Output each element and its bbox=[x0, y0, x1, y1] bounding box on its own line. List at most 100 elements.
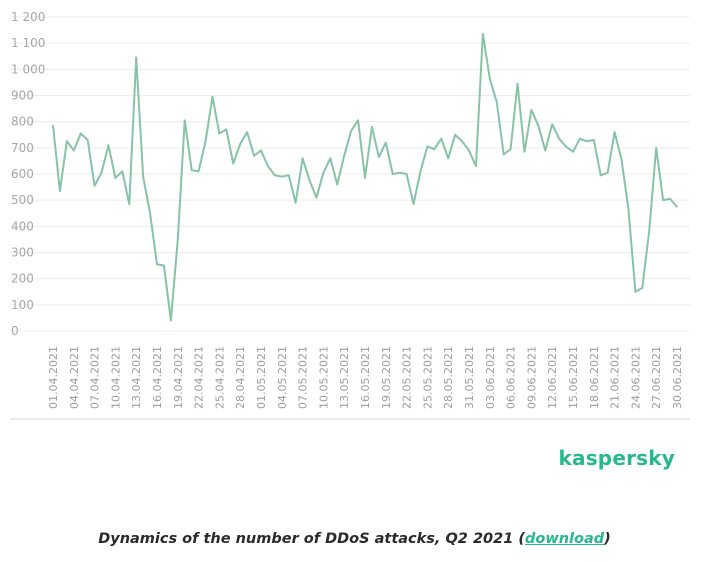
x-tick-label: 04.04.2021 bbox=[68, 346, 81, 409]
data-point bbox=[523, 150, 526, 153]
data-point bbox=[433, 148, 436, 151]
x-tick-label: 28.05.2021 bbox=[442, 346, 455, 409]
data-point bbox=[468, 149, 470, 152]
data-point bbox=[315, 196, 318, 199]
data-point bbox=[599, 174, 602, 177]
data-point bbox=[613, 131, 616, 134]
data-point bbox=[558, 137, 561, 140]
x-tick-label: 25.05.2021 bbox=[421, 346, 434, 409]
x-axis-ticks: 01.04.2021 04.04.2021 07.04.2021 10.04.2021… bbox=[47, 346, 684, 409]
x-tick-label: 01.05.2021 bbox=[255, 346, 268, 409]
data-point bbox=[135, 56, 138, 59]
data-point bbox=[72, 149, 75, 152]
x-tick-label: 07.05.2021 bbox=[297, 346, 310, 409]
x-tick-label: 04.05.2021 bbox=[276, 346, 289, 409]
x-tick-label: 30.06.2021 bbox=[671, 346, 684, 409]
data-point bbox=[176, 238, 179, 241]
data-point bbox=[384, 141, 387, 144]
data-point bbox=[419, 170, 422, 173]
data-point bbox=[169, 319, 172, 322]
data-point bbox=[163, 264, 165, 267]
data-point bbox=[100, 171, 103, 174]
data-point bbox=[280, 175, 283, 178]
data-point bbox=[585, 140, 588, 143]
data-point bbox=[86, 139, 89, 141]
data-point bbox=[93, 184, 96, 187]
x-tick-label: 12.06.2021 bbox=[546, 346, 559, 409]
data-point bbox=[662, 199, 665, 202]
x-tick-label: 13.05.2021 bbox=[338, 346, 351, 409]
data-point bbox=[273, 174, 276, 177]
data-point bbox=[322, 171, 325, 174]
x-tick-label: 25.04.2021 bbox=[213, 346, 226, 409]
y-tick-label: 1 000 bbox=[11, 62, 45, 76]
x-tick-label: 07.04.2021 bbox=[89, 346, 102, 409]
x-tick-label: 28.04.2021 bbox=[234, 346, 247, 409]
y-tick-label: 0 bbox=[11, 324, 19, 338]
data-point bbox=[204, 140, 207, 143]
data-point bbox=[426, 145, 429, 148]
data-point bbox=[246, 131, 249, 134]
data-point bbox=[294, 201, 297, 204]
y-tick-label: 900 bbox=[11, 89, 34, 103]
chart-caption: Dynamics of the number of DDoS attacks, … bbox=[0, 531, 709, 547]
y-tick-label: 600 bbox=[11, 167, 34, 181]
data-point bbox=[544, 149, 547, 152]
data-point bbox=[79, 132, 82, 135]
data-point bbox=[592, 139, 595, 141]
data-point bbox=[579, 137, 581, 140]
data-point bbox=[197, 170, 200, 173]
data-point bbox=[475, 165, 477, 168]
download-link[interactable]: download bbox=[524, 531, 605, 547]
x-tick-label: 19.04.2021 bbox=[172, 346, 185, 409]
data-point bbox=[211, 95, 214, 98]
x-tick-label: 09.06.2021 bbox=[525, 346, 538, 409]
gridlines bbox=[10, 16, 690, 332]
x-tick-label: 13.04.2021 bbox=[130, 346, 143, 409]
x-tick-label: 22.05.2021 bbox=[401, 346, 414, 409]
y-tick-label: 100 bbox=[11, 298, 34, 312]
data-point bbox=[648, 229, 651, 232]
caption-close: ) bbox=[604, 531, 611, 547]
data-point bbox=[52, 124, 54, 127]
data-point bbox=[329, 157, 332, 160]
data-point bbox=[260, 149, 262, 152]
data-point bbox=[183, 119, 186, 122]
data-point bbox=[454, 133, 457, 136]
y-tick-label: 500 bbox=[11, 193, 34, 207]
y-tick-label: 400 bbox=[11, 219, 34, 233]
x-tick-label: 18.06.2021 bbox=[588, 346, 601, 409]
x-tick-label: 01.04.2021 bbox=[47, 346, 60, 409]
data-point bbox=[572, 150, 574, 153]
data-points bbox=[52, 33, 678, 322]
data-point bbox=[301, 157, 304, 160]
y-tick-label: 1 200 bbox=[11, 10, 45, 24]
x-tick-label: 06.06.2021 bbox=[505, 346, 518, 409]
data-point bbox=[225, 128, 228, 131]
data-point bbox=[391, 173, 394, 175]
caption-text: Dynamics of the number of DDoS attacks, … bbox=[98, 531, 525, 547]
y-tick-label: 300 bbox=[11, 246, 34, 260]
data-point bbox=[495, 101, 498, 103]
line-chart: 0 100 200 300 400 500 600 700 800 900 1 000 1 100 1 … bbox=[10, 10, 690, 420]
x-tick-label: 22.04.2021 bbox=[193, 346, 206, 409]
data-point bbox=[627, 208, 630, 211]
data-point bbox=[190, 169, 193, 171]
y-tick-label: 800 bbox=[11, 115, 34, 129]
data-point bbox=[509, 148, 512, 151]
data-point bbox=[565, 145, 567, 148]
x-tick-label: 10.04.2021 bbox=[109, 346, 122, 409]
data-point bbox=[481, 33, 484, 35]
data-point bbox=[156, 263, 158, 266]
data-point bbox=[253, 154, 255, 157]
x-tick-label: 19.05.2021 bbox=[380, 346, 393, 409]
y-tick-label: 200 bbox=[11, 272, 34, 286]
data-point bbox=[336, 183, 339, 186]
data-point bbox=[142, 175, 145, 178]
data-point bbox=[350, 129, 353, 132]
data-point bbox=[398, 171, 401, 174]
data-point bbox=[218, 132, 221, 135]
data-point bbox=[121, 170, 124, 173]
y-axis-ticks: 0 100 200 300 400 500 600 700 800 900 1 000 1 100 1 … bbox=[11, 10, 45, 338]
